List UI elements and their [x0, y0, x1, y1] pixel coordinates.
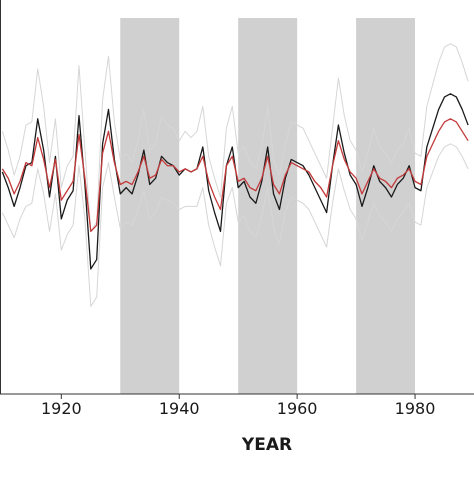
x-axis-title: YEAR	[241, 435, 292, 455]
shaded-decade-band	[120, 18, 180, 394]
upper-grey-line	[1, 43, 469, 232]
x-tick-label: 1920	[41, 399, 82, 418]
x-tick-label: 1940	[159, 399, 200, 418]
lower-grey-line	[1, 143, 469, 307]
x-tick-label: 1960	[277, 399, 318, 418]
x-tick-label: 1980	[395, 399, 436, 418]
shaded-decade-band	[356, 18, 416, 394]
series-red-line	[1, 118, 469, 233]
